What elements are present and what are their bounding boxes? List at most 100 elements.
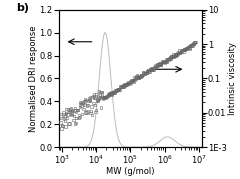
Point xyxy=(73,122,77,125)
Point xyxy=(186,46,190,49)
Point xyxy=(176,52,180,54)
Point xyxy=(144,71,148,74)
Point xyxy=(95,99,99,102)
Point xyxy=(162,61,166,64)
Point xyxy=(134,75,138,78)
Point xyxy=(59,113,63,116)
Point xyxy=(91,102,95,105)
Point xyxy=(150,68,154,71)
Point xyxy=(137,76,141,79)
Point xyxy=(66,113,70,116)
Point xyxy=(124,83,128,86)
Point xyxy=(60,124,64,126)
Point xyxy=(168,57,171,60)
Point xyxy=(187,44,191,47)
Point xyxy=(96,96,100,99)
Point xyxy=(82,107,85,110)
Point xyxy=(101,95,104,98)
Point xyxy=(92,93,96,96)
Point xyxy=(96,98,99,101)
Point xyxy=(156,63,160,66)
Point xyxy=(151,67,155,70)
Point xyxy=(142,71,146,74)
Point xyxy=(180,49,184,52)
Point xyxy=(163,60,167,63)
Point xyxy=(70,112,74,115)
Point xyxy=(81,101,84,104)
Point xyxy=(169,55,173,58)
Point xyxy=(86,100,90,102)
Point xyxy=(65,117,69,120)
Point xyxy=(75,109,79,112)
Point xyxy=(162,61,165,64)
Point xyxy=(117,87,121,90)
Point xyxy=(64,112,68,115)
Point xyxy=(97,89,101,92)
Point xyxy=(58,121,62,124)
Point xyxy=(99,106,103,109)
Point xyxy=(80,104,84,107)
Point xyxy=(85,111,89,114)
Point xyxy=(191,42,195,45)
Point xyxy=(102,96,105,99)
Point xyxy=(69,107,73,110)
Point xyxy=(135,76,139,79)
Point xyxy=(83,98,87,100)
Point xyxy=(155,64,159,67)
Point xyxy=(140,74,144,77)
Point xyxy=(147,70,151,73)
Point xyxy=(110,92,114,95)
Point xyxy=(108,93,112,96)
Point xyxy=(108,91,112,94)
Point xyxy=(186,46,190,49)
Point xyxy=(78,103,82,106)
Point xyxy=(161,61,165,64)
Point xyxy=(140,74,144,76)
Point xyxy=(63,119,67,122)
Point xyxy=(184,48,188,51)
Point xyxy=(126,82,130,85)
Point xyxy=(62,115,66,118)
Point xyxy=(152,69,156,72)
Point xyxy=(62,111,66,114)
Point xyxy=(94,110,97,113)
Point xyxy=(192,42,196,45)
Point xyxy=(136,77,140,79)
Text: b): b) xyxy=(16,3,29,13)
Point xyxy=(64,112,68,115)
Point xyxy=(166,58,169,61)
Point xyxy=(133,76,137,79)
Point xyxy=(173,54,176,57)
Point xyxy=(159,63,163,66)
Point xyxy=(114,89,117,92)
Point xyxy=(69,112,73,115)
Point xyxy=(167,57,170,60)
Point xyxy=(165,61,169,64)
Point xyxy=(89,110,93,112)
Point xyxy=(189,45,193,48)
Point xyxy=(185,47,189,50)
Point xyxy=(83,100,87,103)
Point xyxy=(188,43,192,46)
Point xyxy=(153,66,157,69)
Point xyxy=(86,110,90,113)
Point xyxy=(85,104,89,107)
Point xyxy=(139,74,143,77)
Point xyxy=(105,95,109,98)
Point xyxy=(149,67,153,70)
Point xyxy=(149,68,153,71)
Point xyxy=(159,63,163,66)
Point xyxy=(106,94,110,97)
Point xyxy=(190,44,193,47)
Point xyxy=(193,40,197,43)
Point xyxy=(129,80,133,83)
Point xyxy=(173,54,177,57)
Point xyxy=(143,73,146,76)
Point xyxy=(177,51,180,54)
Point xyxy=(70,113,74,116)
Point xyxy=(193,42,197,45)
Point xyxy=(174,53,178,56)
Point xyxy=(135,74,139,77)
Point xyxy=(121,85,125,88)
Point xyxy=(112,90,116,93)
